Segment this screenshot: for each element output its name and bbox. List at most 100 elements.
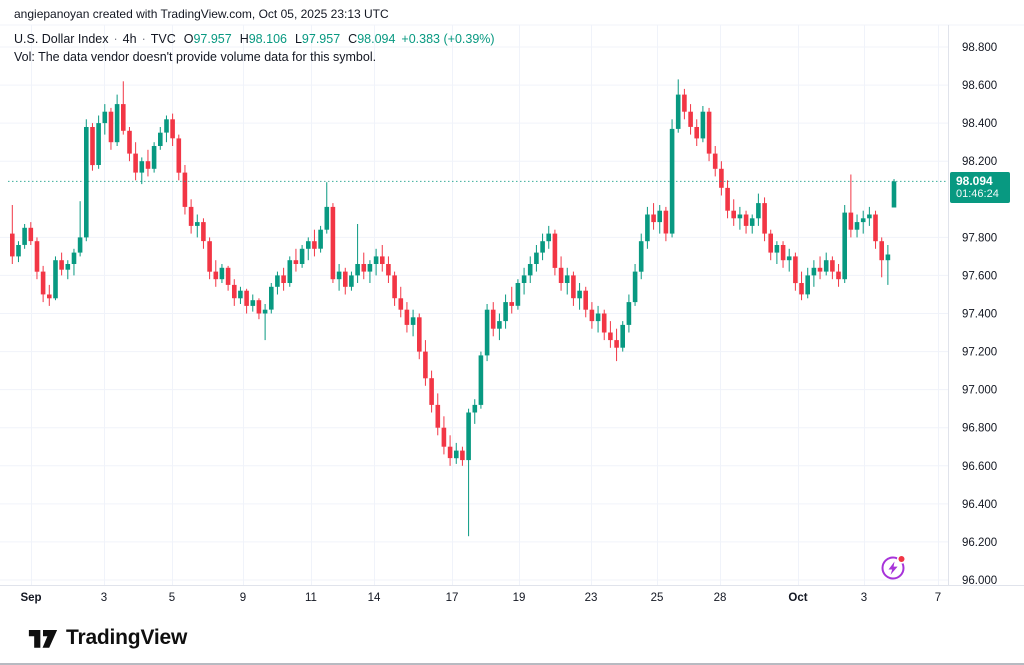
candle: [638, 233, 644, 280]
candle: [515, 279, 521, 310]
candle: [28, 222, 34, 245]
candle: [552, 229, 558, 276]
candle: [626, 294, 632, 333]
candle: [10, 205, 15, 264]
candle: [398, 286, 404, 318]
candle: [176, 134, 182, 181]
candle: [275, 271, 280, 295]
price-tick-label: 96.600: [962, 461, 997, 473]
interval-value[interactable]: 4h: [122, 32, 137, 46]
candle: [225, 265, 231, 291]
candle: [59, 252, 64, 276]
candle: [287, 256, 293, 287]
time-tick-label: 23: [585, 592, 598, 604]
time-tick-label: Oct: [788, 592, 807, 604]
candle: [90, 123, 95, 171]
symbol-title[interactable]: U.S. Dollar Index: [14, 32, 109, 46]
candle: [848, 174, 854, 238]
candlestick-chart-canvas[interactable]: 98.800 98.600 98.400 98.200 97.800 97.600 97.4…: [0, 0, 1024, 610]
last-price-badge[interactable]: 98.094 01:46:24: [950, 172, 1010, 203]
exchange-name[interactable]: TVC: [150, 32, 176, 46]
candle: [867, 206, 872, 226]
candle: [238, 286, 243, 304]
candle: [737, 206, 743, 230]
candle: [546, 225, 551, 249]
candle: [244, 288, 249, 314]
candle: [583, 286, 588, 318]
candle: [484, 304, 490, 362]
candle: [527, 256, 533, 283]
lightning-bolt-glyph: [888, 561, 898, 575]
time-tick-label: 28: [714, 592, 727, 604]
candle: [756, 193, 761, 226]
candle: [497, 313, 502, 341]
candle: [854, 214, 860, 238]
candle: [743, 210, 749, 234]
candle: [269, 283, 274, 314]
candle-series: [10, 79, 897, 537]
candle: [40, 265, 46, 303]
candle: [84, 119, 89, 242]
candle: [71, 248, 77, 276]
price-tick-label: 98.200: [962, 156, 997, 168]
candle: [410, 309, 416, 337]
candle: [805, 267, 810, 299]
candle: [663, 206, 669, 242]
candle: [460, 446, 465, 466]
candle: [571, 271, 576, 306]
time-tick-label: 11: [305, 592, 317, 604]
candle: [719, 161, 724, 196]
candle: [762, 197, 767, 242]
time-axis[interactable]: Sep 3 5 9 11 14 17 19 23 25 28 Oct 3 7: [20, 592, 941, 604]
candle: [558, 256, 564, 291]
candle: [318, 225, 323, 253]
time-tick-label: 17: [446, 592, 459, 604]
candle: [188, 199, 194, 234]
candle: [657, 205, 662, 234]
candle: [65, 260, 71, 280]
candle: [836, 264, 841, 287]
notification-dot: [898, 556, 905, 562]
candle: [293, 248, 299, 272]
boost-button[interactable]: [879, 552, 909, 582]
candle: [299, 245, 305, 268]
candle: [195, 214, 200, 238]
price-tick-label: 98.400: [962, 118, 997, 130]
candle: [466, 408, 471, 537]
candle: [768, 229, 773, 261]
candle: [842, 205, 847, 283]
candle: [373, 248, 379, 276]
candle: [454, 442, 459, 464]
candle: [367, 260, 373, 283]
candle: [564, 267, 570, 295]
candle: [250, 294, 256, 312]
time-tick-label: 19: [513, 592, 526, 604]
candle: [380, 245, 385, 272]
price-tick-label: 96.800: [962, 423, 997, 435]
price-axis[interactable]: 98.800 98.600 98.400 98.200 97.800 97.600 97.4…: [962, 42, 997, 587]
tradingview-logo[interactable]: TradingView: [28, 623, 187, 653]
candle: [121, 81, 126, 135]
candle: [675, 79, 681, 133]
price-tick-label: 96.000: [962, 575, 997, 587]
candle: [423, 340, 428, 386]
candle: [330, 203, 336, 283]
candle: [133, 142, 138, 181]
candle: [534, 245, 539, 272]
price-tick-label: 96.200: [962, 537, 997, 549]
candle: [682, 88, 687, 120]
bar-countdown: 01:46:24: [956, 188, 999, 200]
time-tick-label: 5: [169, 592, 175, 604]
candle: [793, 252, 798, 291]
candle: [336, 264, 342, 291]
open-value: 97.957: [193, 32, 232, 46]
candle: [780, 241, 786, 268]
candle: [139, 157, 145, 185]
candle: [361, 252, 367, 280]
candle: [595, 305, 601, 333]
close-value: 98.094: [357, 32, 396, 46]
candle: [688, 104, 693, 135]
legend-separator: ·: [141, 32, 146, 46]
candle: [509, 286, 514, 314]
candle: [731, 199, 736, 226]
